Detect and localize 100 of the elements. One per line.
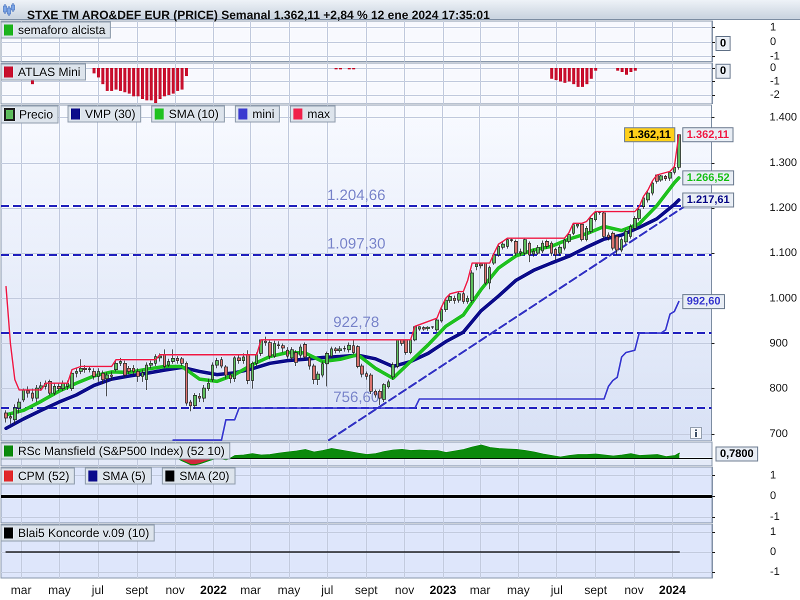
candlestick xyxy=(514,239,518,256)
y-tick-label: 700 xyxy=(769,428,788,440)
y-tick-label: 1 xyxy=(770,526,776,538)
x-tick-label: 2022 xyxy=(200,583,228,597)
candlestick xyxy=(193,392,197,410)
legend-label: RSc Mansfield (S&P500 Index) (52 10) xyxy=(18,444,225,458)
candlestick xyxy=(224,364,228,380)
legend-label: Blai5 Koncorde v.09 (10) xyxy=(18,526,150,540)
text: 0,7800 xyxy=(720,448,754,460)
data-label: 992,60 xyxy=(686,296,720,308)
text: 0 xyxy=(720,65,726,78)
candlestick xyxy=(347,342,351,353)
y-tick-label: 1.200 xyxy=(769,202,798,214)
legend-label: SMA (20) xyxy=(179,469,230,483)
x-tick-label: mar xyxy=(470,583,490,597)
x-tick-label: sept xyxy=(125,583,149,597)
candlestick xyxy=(580,222,584,242)
candlestick xyxy=(70,370,74,392)
ref-line-label: 756,60 xyxy=(333,389,380,406)
x-tick-label: nov xyxy=(624,583,644,597)
x-tick-label: 2023 xyxy=(430,583,457,597)
candlestick xyxy=(114,360,118,372)
legend-label: ATLAS Mini xyxy=(18,65,80,79)
x-tick-label: may xyxy=(48,583,71,597)
x-tick-label: nov xyxy=(165,583,185,597)
legend-label: SMA (5) xyxy=(102,469,146,483)
data-label: 1.362,11 xyxy=(686,128,730,141)
candlestick xyxy=(536,244,540,256)
legend-label: mini xyxy=(252,107,274,121)
legend-label: SMA (10) xyxy=(168,107,219,121)
text: 0 xyxy=(720,38,726,50)
candlestick xyxy=(35,384,39,403)
y-tick-label: 1 xyxy=(770,469,776,482)
y-tick-label: 1.000 xyxy=(769,292,798,304)
y-tick-label: 0 xyxy=(770,36,776,48)
candlestick xyxy=(668,171,672,182)
candlestick xyxy=(268,339,272,360)
candlestick xyxy=(92,368,96,380)
ref-line-label: 1.204,66 xyxy=(327,186,386,204)
candlestick xyxy=(572,222,575,236)
x-tick-label: jul xyxy=(90,583,104,597)
legend-label: Precio xyxy=(19,108,54,122)
x-tick-label: sept xyxy=(354,583,378,597)
candlestick xyxy=(123,360,127,378)
candlestick xyxy=(26,386,30,398)
y-tick-label: 1.100 xyxy=(769,247,798,260)
candlestick xyxy=(659,174,663,182)
x-tick-label: sept xyxy=(584,583,608,597)
data-label: 1.266,52 xyxy=(686,172,730,184)
x-tick-label: 2024 xyxy=(659,583,686,597)
y-tick-label: 800 xyxy=(769,382,788,395)
candlestick xyxy=(246,350,250,384)
ref-line-label: 922,78 xyxy=(333,314,380,332)
candlestick xyxy=(105,372,109,397)
y-tick-label: -1 xyxy=(770,50,780,62)
candlestick xyxy=(338,346,342,353)
legend-label: CPM (52) xyxy=(18,469,70,483)
y-tick-label: -1 xyxy=(770,510,780,523)
y-tick-label: 900 xyxy=(769,337,788,350)
candlestick xyxy=(4,410,8,423)
candlestick xyxy=(334,346,338,354)
y-tick-label: 1.400 xyxy=(769,112,798,124)
candlestick xyxy=(602,211,606,240)
candlestick xyxy=(615,234,619,256)
candlestick xyxy=(57,382,61,392)
y-tick-label: 1 xyxy=(770,22,776,34)
candlestick xyxy=(611,231,615,251)
x-tick-label: may xyxy=(507,583,530,597)
legend-label: semaforo alcista xyxy=(18,23,106,37)
annotation: 1.362,11 xyxy=(628,128,671,141)
y-tick-label: -1 xyxy=(770,566,780,578)
candlestick xyxy=(79,358,83,375)
candlestick xyxy=(457,291,461,304)
y-tick-label: 0 xyxy=(770,62,776,74)
candlestick xyxy=(281,343,285,353)
y-tick-label: -1 xyxy=(770,75,780,88)
x-tick-label: mar xyxy=(240,583,261,597)
candlestick xyxy=(171,348,175,364)
y-tick-label: 1.300 xyxy=(769,156,798,169)
y-tick-label: 0 xyxy=(770,490,776,502)
x-tick-label: may xyxy=(278,583,300,597)
ref-line-label: 1.097,30 xyxy=(327,235,386,252)
legend-label: VMP (30) xyxy=(85,107,136,121)
legend-label: max xyxy=(307,107,330,121)
candlestick xyxy=(470,270,474,304)
candlestick xyxy=(404,339,408,356)
candlestick xyxy=(303,342,307,360)
x-tick-label: nov xyxy=(394,583,414,597)
candlestick xyxy=(488,265,491,290)
x-tick-label: mar xyxy=(10,583,32,597)
y-tick-label: -2 xyxy=(770,88,780,101)
candlestick xyxy=(426,326,430,332)
chart-title: STXE TM ARO&DEF EUR (PRICE) Semanal 1.362,11 +2,84 % 12 ene 2024 17:35:01 xyxy=(27,8,490,22)
y-tick-label: 0 xyxy=(770,546,776,558)
x-tick-label: jul xyxy=(320,583,334,597)
candlestick xyxy=(382,382,386,403)
data-label: 1.217,61 xyxy=(686,194,730,206)
candlestick xyxy=(136,368,140,382)
x-tick-label: jul xyxy=(550,583,563,597)
candlestick xyxy=(422,326,426,332)
